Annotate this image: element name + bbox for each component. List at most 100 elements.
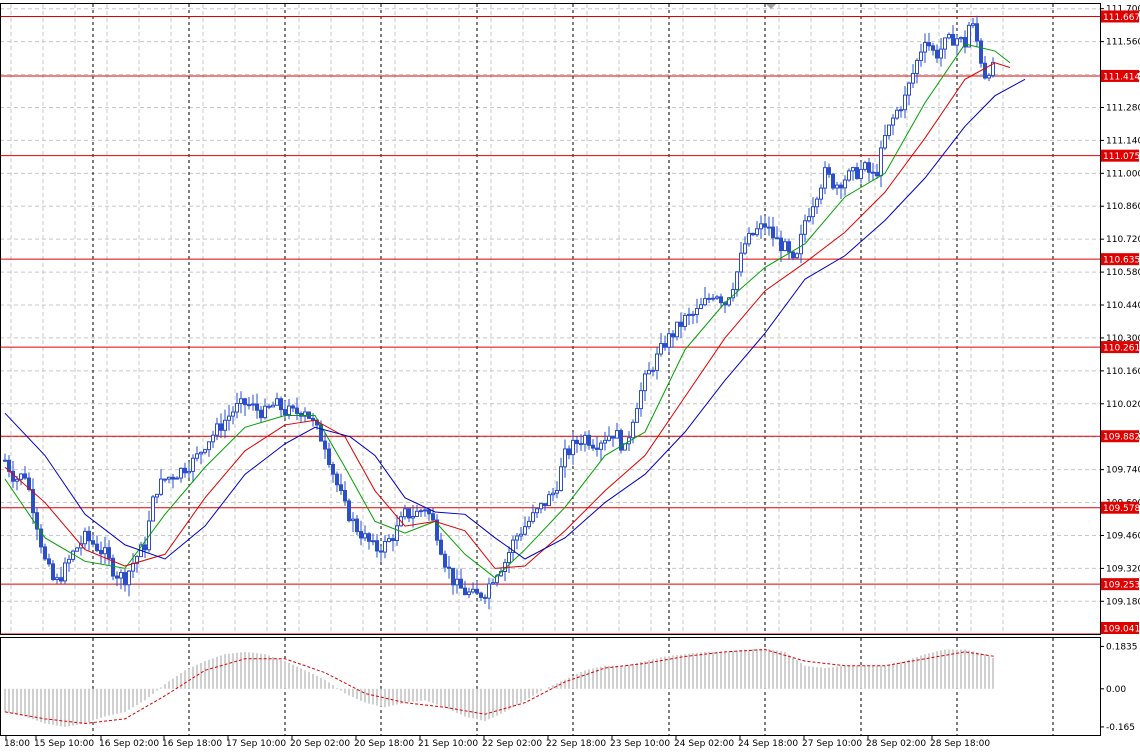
candle-body bbox=[935, 49, 939, 59]
candle-body bbox=[763, 223, 767, 228]
candle-body bbox=[231, 411, 235, 417]
candle-body bbox=[595, 447, 599, 450]
candle-body bbox=[367, 533, 371, 542]
oscillator-tick-label: -0.165 bbox=[1106, 723, 1135, 733]
candle-body bbox=[871, 171, 875, 174]
candle-body bbox=[951, 33, 955, 46]
candle-body bbox=[875, 171, 879, 177]
candle-body bbox=[815, 198, 819, 208]
candle-body bbox=[767, 226, 771, 229]
level-price-tag bbox=[1101, 69, 1139, 82]
candle-body bbox=[167, 476, 171, 480]
candle-body bbox=[347, 500, 351, 522]
candle-body bbox=[507, 551, 511, 564]
time-tick-label: 15 Sep 10:00 bbox=[34, 739, 94, 749]
candle-body bbox=[923, 42, 927, 53]
candle-body bbox=[707, 297, 711, 300]
candle-body bbox=[839, 184, 843, 189]
time-tick-label: 23 Sep 10:00 bbox=[610, 739, 670, 749]
oscillator-panel bbox=[4, 648, 996, 727]
candle-body bbox=[855, 167, 859, 179]
level-price-tag bbox=[1101, 341, 1139, 354]
time-tick-label: 20 Sep 18:00 bbox=[354, 739, 414, 749]
candle-body bbox=[239, 398, 243, 404]
candle-body bbox=[291, 405, 295, 409]
time-tick-label: 28 Sep 18:00 bbox=[930, 739, 990, 749]
candle-body bbox=[375, 540, 379, 552]
candle-body bbox=[715, 296, 719, 299]
candle-body bbox=[639, 390, 643, 410]
candle-body bbox=[219, 423, 223, 431]
shift-marker-icon bbox=[766, 4, 776, 9]
time-tick-label: 21 Sep 10:00 bbox=[418, 739, 478, 749]
candle-body bbox=[123, 572, 127, 586]
price-tick-label: 110.440 bbox=[1106, 301, 1140, 311]
main-panel-border bbox=[0, 3, 1101, 635]
candle-body bbox=[879, 147, 883, 177]
candle-body bbox=[991, 61, 995, 77]
candle-body bbox=[43, 546, 47, 560]
candle-body bbox=[831, 173, 835, 189]
price-tick-label: 109.320 bbox=[1106, 564, 1140, 574]
candle-body bbox=[827, 167, 831, 175]
candle-body bbox=[63, 562, 67, 582]
time-tick-label: 20 Sep 02:00 bbox=[290, 739, 350, 749]
candle-body bbox=[683, 314, 687, 327]
candle-body bbox=[803, 220, 807, 235]
candle-body bbox=[379, 550, 383, 553]
candle-body bbox=[163, 478, 167, 481]
candle-body bbox=[663, 343, 667, 348]
price-tick-label: 110.160 bbox=[1106, 367, 1140, 377]
time-tick-label: 16 Sep 02:00 bbox=[99, 739, 159, 749]
session-separators bbox=[92, 4, 1054, 735]
candle-body bbox=[579, 443, 583, 446]
candle-body bbox=[271, 404, 275, 408]
candle-body bbox=[363, 533, 367, 539]
candle-body bbox=[963, 37, 967, 48]
candle-body bbox=[543, 503, 547, 507]
candle-body bbox=[195, 453, 199, 459]
time-tick-label: 28 Sep 02:00 bbox=[866, 739, 926, 749]
candle-body bbox=[607, 435, 611, 441]
level-price-tag bbox=[1101, 622, 1139, 634]
candle-body bbox=[583, 434, 587, 445]
horizontal-levels bbox=[0, 15, 1100, 635]
candle-body bbox=[775, 237, 779, 240]
candle-body bbox=[283, 409, 287, 416]
candle-body bbox=[203, 449, 207, 453]
candle-body bbox=[115, 575, 119, 579]
candle-body bbox=[783, 241, 787, 252]
candle-body bbox=[635, 408, 639, 423]
candle-body bbox=[143, 544, 147, 551]
candle-body bbox=[463, 587, 467, 596]
candle-body bbox=[27, 477, 31, 490]
candle-body bbox=[235, 402, 239, 413]
candle-body bbox=[323, 440, 327, 450]
candle-body bbox=[531, 512, 535, 522]
time-tick-label: 22 Sep 18:00 bbox=[546, 739, 606, 749]
candle-body bbox=[891, 117, 895, 126]
level-price-text: 111.414 bbox=[1103, 72, 1140, 82]
candle-body bbox=[471, 588, 475, 593]
candle-body bbox=[255, 403, 259, 411]
level-price-text: 110.635 bbox=[1103, 256, 1140, 266]
candle-body bbox=[603, 439, 607, 444]
candle-body bbox=[311, 417, 315, 421]
candle-body bbox=[107, 547, 111, 559]
time-axis[interactable]: 18:00 15 Sep 10:00 16 Sep 02:00 16 Sep 18:0… bbox=[4, 736, 990, 749]
candle-body bbox=[743, 243, 747, 254]
level-price-tag bbox=[1101, 501, 1139, 514]
price-tick-label: 110.020 bbox=[1106, 400, 1140, 410]
candle-body bbox=[887, 124, 891, 137]
level-price-text: 110.261 bbox=[1103, 344, 1140, 354]
price-tick-label: 110.720 bbox=[1106, 235, 1140, 245]
candle-body bbox=[571, 439, 575, 456]
candle-body bbox=[371, 540, 375, 543]
candle-body bbox=[443, 553, 447, 568]
candle-body bbox=[711, 297, 715, 300]
candle-body bbox=[779, 237, 783, 252]
candle-body bbox=[699, 304, 703, 310]
candle-body bbox=[223, 419, 227, 431]
candle-body bbox=[31, 488, 35, 514]
